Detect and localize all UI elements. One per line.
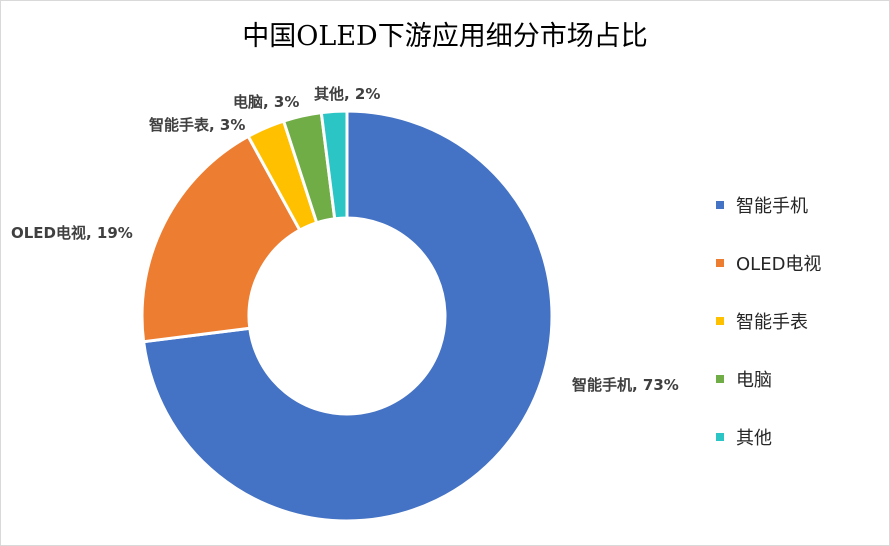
donut-slice-oled-tv <box>140 134 302 344</box>
donut-slice-other <box>319 109 349 221</box>
legend-label-smartwatch: 智能手表 <box>736 312 808 333</box>
chart-title: 中国OLED下游应用细分市场占比 <box>242 21 648 52</box>
legend-swatch-smartwatch <box>716 317 724 325</box>
legend-item-smartwatch: 智能手表 <box>716 292 821 350</box>
legend-swatch-oled-tv <box>716 259 724 267</box>
data-label-smartwatch: 智能手表, 3% <box>149 116 246 134</box>
data-label-other: 其他, 2% <box>314 85 381 103</box>
donut-slice-smartphone <box>141 109 554 523</box>
legend: 智能手机 OLED电视 智能手表 电脑 其他 <box>716 176 821 466</box>
legend-item-smartphone: 智能手机 <box>716 176 821 234</box>
data-label-oled-tv: OLED电视, 19% <box>11 224 133 242</box>
legend-swatch-smartphone <box>716 201 724 209</box>
legend-label-oled-tv: OLED电视 <box>736 254 822 275</box>
data-label-computer: 电脑, 3% <box>233 93 300 111</box>
legend-label-computer: 电脑 <box>736 370 772 391</box>
legend-item-oled-tv: OLED电视 <box>716 234 821 292</box>
legend-item-computer: 电脑 <box>716 350 821 408</box>
legend-label-smartphone: 智能手机 <box>736 196 808 217</box>
legend-swatch-computer <box>716 375 724 383</box>
legend-swatch-other <box>716 433 724 441</box>
legend-item-other: 其他 <box>716 408 821 466</box>
data-label-smartphone: 智能手机, 73% <box>572 376 679 394</box>
legend-label-other: 其他 <box>736 428 772 449</box>
